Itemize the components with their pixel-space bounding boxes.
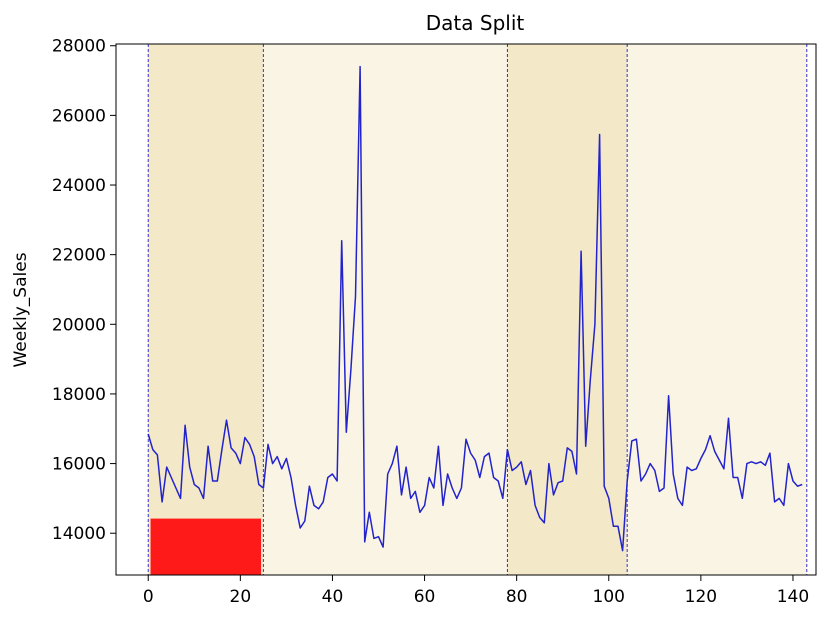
shaded-region-3 [507, 44, 628, 575]
x-tick-label: 40 [322, 587, 344, 607]
red-block [150, 518, 262, 575]
plot-frame [115, 43, 817, 576]
x-tick-label: 100 [593, 587, 625, 607]
shaded-regions [148, 44, 807, 575]
x-ticks: 0 20 40 60 80 100 120 140 [143, 575, 809, 607]
y-tick-label: 24000 [52, 176, 106, 196]
y-tick-label: 22000 [52, 246, 106, 266]
x-tick-label: 120 [685, 587, 717, 607]
x-tick-label: 20 [230, 587, 252, 607]
y-tick-label: 14000 [52, 524, 106, 544]
x-tick-label: 60 [414, 587, 436, 607]
y-tick-label: 28000 [52, 37, 106, 57]
y-tick-label: 18000 [52, 385, 106, 405]
y-tick-label: 20000 [52, 315, 106, 335]
chart-title: Data Split [426, 11, 525, 35]
shaded-region-4 [627, 44, 807, 575]
y-axis-label: Weekly_Sales [11, 252, 31, 367]
shaded-region-2 [263, 44, 508, 575]
x-tick-label: 140 [777, 587, 809, 607]
y-ticks: 14000 16000 18000 20000 22000 24000 26000 28000 [52, 37, 116, 544]
y-tick-label: 16000 [52, 455, 106, 475]
x-tick-label: 0 [143, 587, 154, 607]
y-tick-label: 26000 [52, 106, 106, 126]
series-line-1 [147, 65, 803, 552]
red-block-layer [150, 518, 262, 575]
series-layer [147, 65, 803, 552]
shaded-region-1 [148, 44, 264, 575]
x-tick-label: 80 [506, 587, 528, 607]
